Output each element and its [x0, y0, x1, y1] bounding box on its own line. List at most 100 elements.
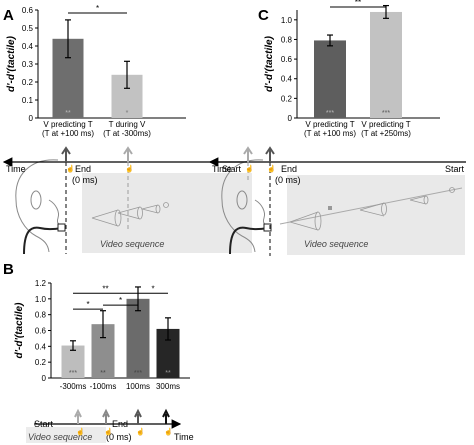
end-ms-label: (0 ms) [275, 175, 301, 185]
cone-1-base [314, 211, 322, 231]
light-up-arrow [243, 146, 253, 162]
panel-letter-c: C [258, 7, 269, 24]
y-tick-label: 0.5 [22, 24, 34, 33]
comparison-label: * [86, 300, 89, 309]
y-tick-label: 0.8 [35, 311, 47, 320]
bar-significance-label: *** [326, 110, 334, 117]
category-label: V predicting T [361, 120, 410, 129]
cone-start [163, 202, 169, 208]
bar-significance-label: * [126, 110, 129, 117]
start-label: Start [222, 164, 242, 174]
bar-significance-label: *** [69, 370, 77, 377]
finger-icon: ☝ [104, 427, 113, 436]
bar [370, 11, 402, 118]
video-sequence-background [26, 427, 106, 443]
light-up-arrow [123, 146, 133, 162]
cone-2 [117, 206, 141, 220]
marker-square [328, 206, 332, 210]
category-label: -100ms [90, 382, 117, 391]
face-profile [254, 199, 271, 226]
category-label: 300ms [156, 382, 180, 391]
y-tick-label: 0.3 [22, 60, 34, 69]
category-label: (T at +250ms) [361, 129, 411, 138]
comparison-label: ** [102, 284, 108, 293]
cone-2-base [381, 202, 387, 216]
start-label: Start [34, 419, 54, 429]
category-label: V predicting T [43, 120, 92, 129]
stimulator-cable [229, 226, 269, 255]
finger-icon: ☝ [76, 427, 85, 436]
finger-icon: ☝ [164, 427, 173, 436]
y-axis-label: d'-d'(tactile) [264, 35, 275, 92]
bar-significance-label: ** [100, 370, 106, 377]
category-label: V predicting T [305, 120, 354, 129]
category-label: T during V [109, 120, 146, 129]
video-sequence-label: Video sequence [28, 432, 92, 442]
timeline-panel-c: ☝ ☝ Time End (0 ms) Start Video sequence [208, 146, 466, 256]
y-tick-label: 0.6 [281, 55, 293, 64]
bar [156, 328, 180, 378]
bar [126, 298, 150, 378]
y-tick-label: 0 [42, 374, 47, 383]
bar [91, 324, 115, 378]
trajectory-line [279, 187, 463, 225]
comparison-label: * [151, 284, 154, 293]
cone-2-base [137, 206, 143, 220]
end-label: End [75, 164, 91, 174]
category-label: 100ms [126, 382, 150, 391]
y-axis-label: d'-d'(tactile) [14, 302, 25, 359]
chart-panel-a: 00.10.20.30.40.50.6d'-d'(tactile)**V pre… [6, 4, 186, 138]
finger-icon: ☝ [66, 164, 75, 173]
bar-significance-label: ** [65, 110, 71, 117]
bar-significance-label: *** [382, 110, 390, 117]
finger-icon: ☝ [245, 164, 254, 173]
end-ms-label: (0 ms) [72, 175, 98, 185]
dark-up-arrow [61, 146, 71, 162]
cone-3 [409, 195, 427, 205]
end-label: End [281, 164, 297, 174]
y-tick-label: 0.4 [35, 342, 47, 351]
bar [61, 345, 85, 378]
cone-3 [141, 204, 159, 214]
comparison-label: ** [355, 0, 361, 7]
time-label: Time [174, 432, 194, 442]
bar-significance-label: ** [165, 370, 171, 377]
start-label: Start [445, 164, 465, 174]
comparison-label: * [96, 4, 99, 13]
bar-significance-label: *** [134, 370, 142, 377]
y-tick-label: 0.6 [22, 6, 34, 15]
y-tick-label: 0.2 [22, 78, 34, 87]
head-outline [221, 159, 264, 253]
chart-panel-c: 0 0.2 0.4 0.6 0.8 1.0 d'-d'(tactile) *** V predi… [264, 0, 440, 138]
timeline-panel-b: Start End (0 ms) Time Video sequence ☝ ☝… [26, 408, 194, 443]
y-tick-label: 0.1 [22, 96, 34, 105]
y-tick-label: 0 [288, 114, 293, 123]
face-profile [48, 199, 65, 226]
end-label: End [112, 419, 128, 429]
category-label: -300ms [60, 382, 87, 391]
tactile-stimulator [263, 223, 272, 232]
ear-outline [30, 190, 42, 210]
panel-letter-b: B [3, 261, 14, 278]
arrow-minus-100 [102, 408, 110, 424]
y-tick-label: 1.0 [281, 16, 293, 25]
finger-icon: ☝ [267, 164, 276, 173]
arrow-minus-300 [74, 408, 82, 424]
cone-1 [91, 209, 119, 227]
arrow-plus-100 [134, 408, 142, 424]
time-label: Time [6, 164, 26, 174]
stimulator-cable [23, 226, 63, 255]
video-sequence-label: Video sequence [304, 239, 368, 249]
arrow-plus-300 [162, 408, 170, 424]
panel-letter-a: A [3, 7, 14, 24]
finger-icon: ☝ [125, 164, 134, 173]
comparison-label: * [119, 296, 122, 305]
y-tick-label: 0.4 [281, 75, 293, 84]
y-tick-label: 1.2 [35, 279, 47, 288]
y-tick-label: 0.4 [22, 42, 34, 51]
y-axis-label: d'-d'(tactile) [6, 35, 17, 92]
finger-icon: ☝ [136, 427, 145, 436]
tactile-stimulator [57, 223, 66, 232]
